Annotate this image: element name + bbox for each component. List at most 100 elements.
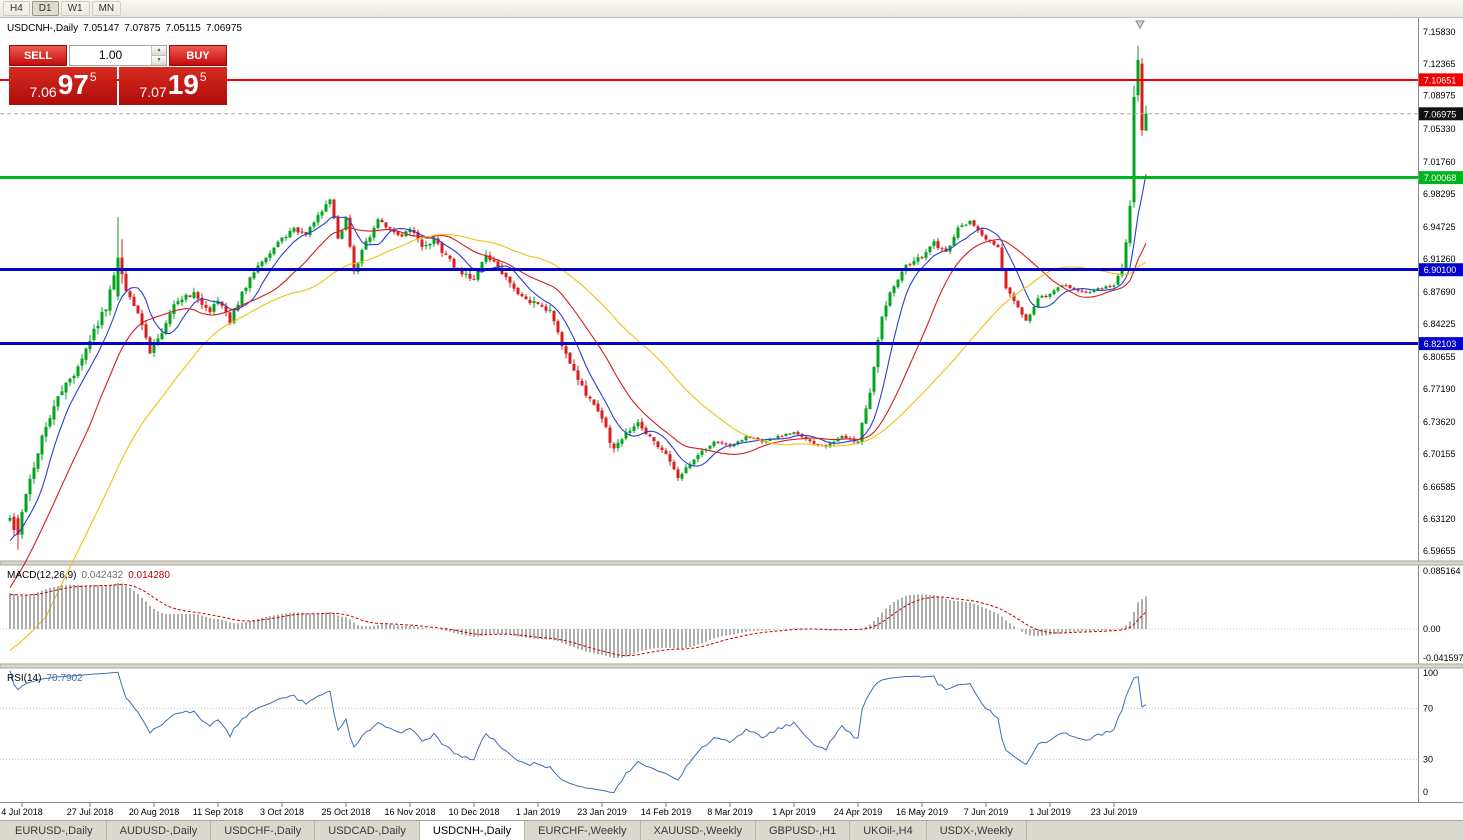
candle-body xyxy=(372,227,376,238)
candle-body xyxy=(984,235,988,240)
price-axis-label: 6.73620 xyxy=(1423,417,1456,427)
candle-body xyxy=(188,295,192,298)
time-axis-label: 23 Jul 2019 xyxy=(1091,807,1138,817)
candle-body xyxy=(244,288,248,292)
candle-body xyxy=(900,271,904,281)
buy-price-big: 7.07 xyxy=(139,84,167,100)
shift-marker-icon[interactable] xyxy=(1135,20,1145,30)
volume-up-icon[interactable]: ▲ xyxy=(152,46,166,56)
trade-prices-row: 7.06 97 5 7.07 19 5 xyxy=(9,67,227,105)
candle-body xyxy=(76,366,80,377)
candle-body xyxy=(924,252,928,258)
candle-body xyxy=(120,257,124,275)
tab-usdchf-daily[interactable]: USDCHF-,Daily xyxy=(211,821,316,840)
candle-body xyxy=(252,272,256,279)
candle-body xyxy=(932,241,936,246)
price-chart-canvas[interactable]: 7.106517.000686.901006.821037.069757.158… xyxy=(0,18,1463,820)
candle-body xyxy=(48,418,52,427)
time-axis-label: 1 Apr 2019 xyxy=(772,807,816,817)
candle-body xyxy=(1020,307,1024,315)
candle-body xyxy=(148,337,152,354)
panel-splitter[interactable] xyxy=(0,663,1463,669)
sell-price-display[interactable]: 7.06 97 5 xyxy=(9,67,117,105)
symbol-period-label: USDCNH-,Daily xyxy=(7,23,79,34)
candle-body xyxy=(976,226,980,231)
tab-eurchf-weekly[interactable]: EURCHF-,Weekly xyxy=(525,821,641,840)
candle-body xyxy=(68,378,72,383)
candle-body xyxy=(1016,300,1020,308)
tab-eurusd-daily[interactable]: EURUSD-,Daily xyxy=(2,821,107,840)
candle-body xyxy=(152,343,156,353)
tab-ukoil-h4[interactable]: UKOil-,H4 xyxy=(850,821,927,840)
buy-button[interactable]: BUY xyxy=(169,45,227,66)
tab-xauusd-weekly[interactable]: XAUUSD-,Weekly xyxy=(641,821,756,840)
price-axis-label: 7.12365 xyxy=(1423,59,1456,69)
candle-body xyxy=(720,442,724,444)
buy-price-display[interactable]: 7.07 19 5 xyxy=(119,67,227,105)
candle-body xyxy=(16,518,20,535)
candle-body xyxy=(116,257,120,297)
candle-body xyxy=(164,323,168,334)
candle-body xyxy=(992,241,996,245)
candle-body xyxy=(592,399,596,405)
macd-name: MACD(12,26,9) xyxy=(7,570,77,581)
tab-usdx-weekly[interactable]: USDX-,Weekly xyxy=(927,821,1027,840)
panel-splitter[interactable] xyxy=(0,560,1463,566)
candle-body xyxy=(884,305,888,317)
candle-body xyxy=(8,518,12,521)
candle-body xyxy=(332,199,336,219)
volume-down-icon[interactable]: ▼ xyxy=(152,56,166,65)
candle-body xyxy=(428,243,432,246)
tab-gbpusd-h1[interactable]: GBPUSD-,H1 xyxy=(756,821,851,840)
candle-body xyxy=(228,312,232,324)
candle-body xyxy=(1096,288,1100,290)
volume-input[interactable]: 1.00 ▲ ▼ xyxy=(69,45,167,66)
candle-body xyxy=(20,511,24,535)
price-axis-label: 6.84225 xyxy=(1423,319,1456,329)
timeframe-button-w1[interactable]: W1 xyxy=(60,1,90,16)
price-axis-label: 6.94725 xyxy=(1423,222,1456,232)
candles-layer xyxy=(8,45,1148,550)
volume-value[interactable]: 1.00 xyxy=(98,48,123,62)
timeframe-button-h4[interactable]: H4 xyxy=(3,1,30,16)
candle-body xyxy=(100,312,104,326)
candle-body xyxy=(304,232,308,235)
candle-body xyxy=(212,304,216,312)
candle-body xyxy=(1068,285,1072,289)
timeframe-button-mn[interactable]: MN xyxy=(91,1,122,16)
tab-usdcad-daily[interactable]: USDCAD-,Daily xyxy=(315,821,420,840)
tab-usdcnh-daily[interactable]: USDCNH-,Daily xyxy=(419,821,526,840)
candle-body xyxy=(580,380,584,386)
macd-axis-min: -0.041597 xyxy=(1423,653,1463,663)
candle-body xyxy=(1064,285,1068,287)
timeframe-button-d1[interactable]: D1 xyxy=(31,1,59,16)
candle-body xyxy=(596,403,600,412)
sell-button[interactable]: SELL xyxy=(9,45,67,66)
time-axis-label: 8 Mar 2019 xyxy=(707,807,753,817)
candle-body xyxy=(528,300,532,304)
candle-body xyxy=(484,255,488,262)
candle-body xyxy=(904,264,908,272)
candle-body xyxy=(32,467,36,479)
candle-body xyxy=(680,473,684,479)
rsi-axis-label: 0 xyxy=(1423,787,1428,797)
candle-body xyxy=(1136,60,1140,96)
candle-body xyxy=(812,441,816,444)
volume-spinner[interactable]: ▲ ▼ xyxy=(151,46,166,65)
candle-body xyxy=(656,441,660,447)
candle-body xyxy=(80,358,84,366)
tab-audusd-daily[interactable]: AUDUSD-,Daily xyxy=(107,821,212,840)
candle-body xyxy=(292,228,296,232)
candle-body xyxy=(24,494,28,512)
candle-body xyxy=(716,441,720,443)
ohlc-open: 7.05147 xyxy=(83,23,120,34)
macd-histogram xyxy=(9,582,1147,659)
candle-body xyxy=(424,244,428,247)
candle-body xyxy=(368,237,372,242)
candle-body xyxy=(536,302,540,304)
candle-body xyxy=(712,441,716,446)
candle-body xyxy=(548,309,552,311)
price-axis-label: 6.98295 xyxy=(1423,189,1456,199)
candle-body xyxy=(1100,288,1104,290)
candle-body xyxy=(388,227,392,229)
